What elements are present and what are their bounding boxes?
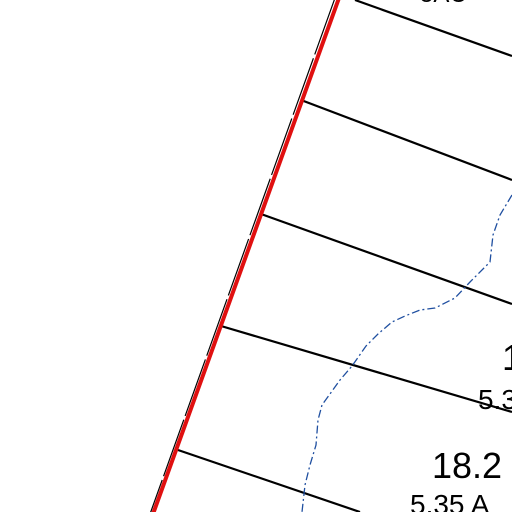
boundary-line xyxy=(151,0,341,512)
parcel-line xyxy=(177,448,361,512)
parcel-label: 18.2 xyxy=(432,445,502,486)
parcel-line xyxy=(300,98,512,182)
stream xyxy=(301,194,512,512)
parcel-line xyxy=(354,0,512,58)
area-label: 5.35 A xyxy=(410,489,490,512)
area-label: 5.3 xyxy=(478,384,512,415)
parcel-line xyxy=(260,212,512,306)
area-label: 5AC xyxy=(420,0,467,8)
parcel-label: 1 xyxy=(502,337,512,378)
boundary-edge xyxy=(150,0,335,512)
parcel-line xyxy=(220,324,512,414)
